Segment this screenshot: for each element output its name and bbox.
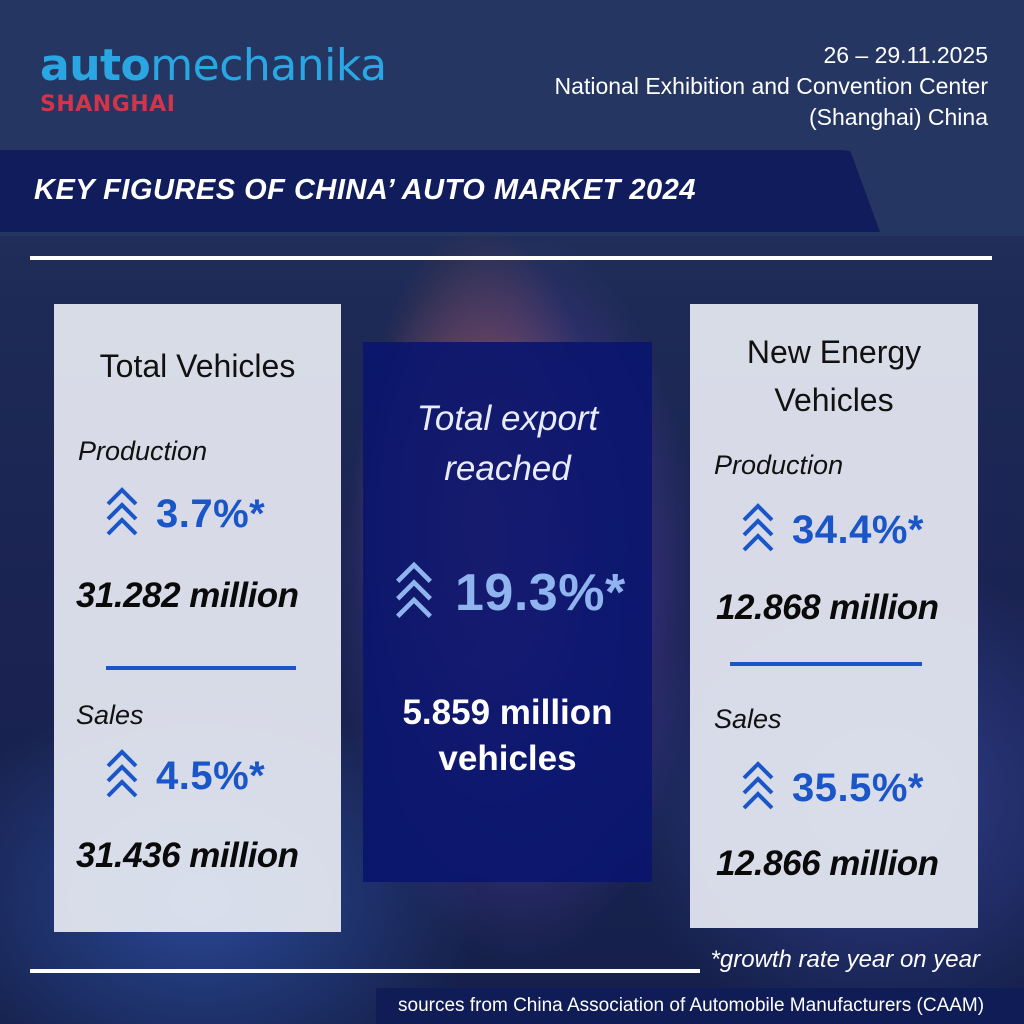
total-vehicles-divider xyxy=(106,666,296,670)
nev-production-growth: 34.4%* xyxy=(740,502,924,558)
top-divider xyxy=(30,256,992,260)
event-venue-line1: National Exhibition and Convention Cente… xyxy=(554,73,988,99)
logo-wordmark: automechanika xyxy=(40,44,387,88)
logo-bold-part: auto xyxy=(40,40,151,91)
nev-sales-growth-value: 35.5%* xyxy=(792,765,924,810)
triple-chevron-up-icon xyxy=(742,503,774,552)
export-value-line1: 5.859 million xyxy=(402,693,613,732)
nev-heading: New Energy Vehicles xyxy=(690,328,978,424)
total-sales-growth-value: 4.5%* xyxy=(156,753,266,798)
total-production-growth: 3.7%* xyxy=(104,486,265,542)
triple-chevron-up-icon xyxy=(742,761,774,810)
total-production-label: Production xyxy=(78,436,208,466)
nev-divider xyxy=(730,662,922,666)
nev-sales-growth: 35.5%* xyxy=(740,760,924,816)
total-production-growth-value: 3.7%* xyxy=(156,491,266,536)
export-heading: Total export reached xyxy=(363,394,652,494)
nev-sales-label: Sales xyxy=(714,704,782,734)
nev-heading-line1: New Energy xyxy=(746,334,922,370)
logo-city: SHANGHAI xyxy=(40,92,176,117)
event-venue-line2: (Shanghai) China xyxy=(808,104,988,130)
triple-chevron-up-icon xyxy=(106,487,138,536)
export-growth: 19.3%* xyxy=(393,556,626,630)
nev-heading-line2: Vehicles xyxy=(774,382,894,418)
nev-sales-value: 12.866 million xyxy=(716,844,939,883)
export-growth-value: 19.3%* xyxy=(455,564,626,622)
total-production-value: 31.282 million xyxy=(76,576,299,615)
event-info: 26 – 29.11.2025 National Exhibition and … xyxy=(555,40,988,133)
export-value: 5.859 million vehicles xyxy=(363,690,652,782)
export-heading-line1: Total export xyxy=(416,399,599,438)
total-sales-value: 31.436 million xyxy=(76,836,299,875)
triple-chevron-up-icon xyxy=(106,749,138,798)
export-value-line2: vehicles xyxy=(438,739,577,778)
logo-light-part: mechanika xyxy=(150,40,387,91)
page-title: KEY FIGURES OF CHINA’ AUTO MARKET 2024 xyxy=(34,174,696,206)
nev-production-value: 12.868 million xyxy=(716,588,939,627)
total-sales-label: Sales xyxy=(76,700,144,730)
export-card: Total export reached 19.3%* 5.859 millio… xyxy=(363,342,652,882)
total-vehicles-card: Total Vehicles Production 3.7%* 31.282 m… xyxy=(54,304,341,932)
bottom-divider xyxy=(30,969,700,973)
triple-chevron-up-icon xyxy=(396,561,432,618)
event-dates: 26 – 29.11.2025 xyxy=(823,42,988,68)
nev-production-growth-value: 34.4%* xyxy=(792,507,924,552)
title-bar xyxy=(0,150,880,232)
total-vehicles-heading: Total Vehicles xyxy=(99,348,296,384)
export-heading-line2: reached xyxy=(444,449,571,488)
nev-card: New Energy Vehicles Production 34.4%* 12… xyxy=(690,304,978,928)
total-sales-growth: 4.5%* xyxy=(104,748,265,804)
nev-production-label: Production xyxy=(714,450,844,480)
automechanika-logo: automechanika SHANGHAI xyxy=(40,44,387,116)
source-note: sources from China Association of Automo… xyxy=(376,988,1024,1024)
growth-footnote: *growth rate year on year xyxy=(710,946,980,973)
